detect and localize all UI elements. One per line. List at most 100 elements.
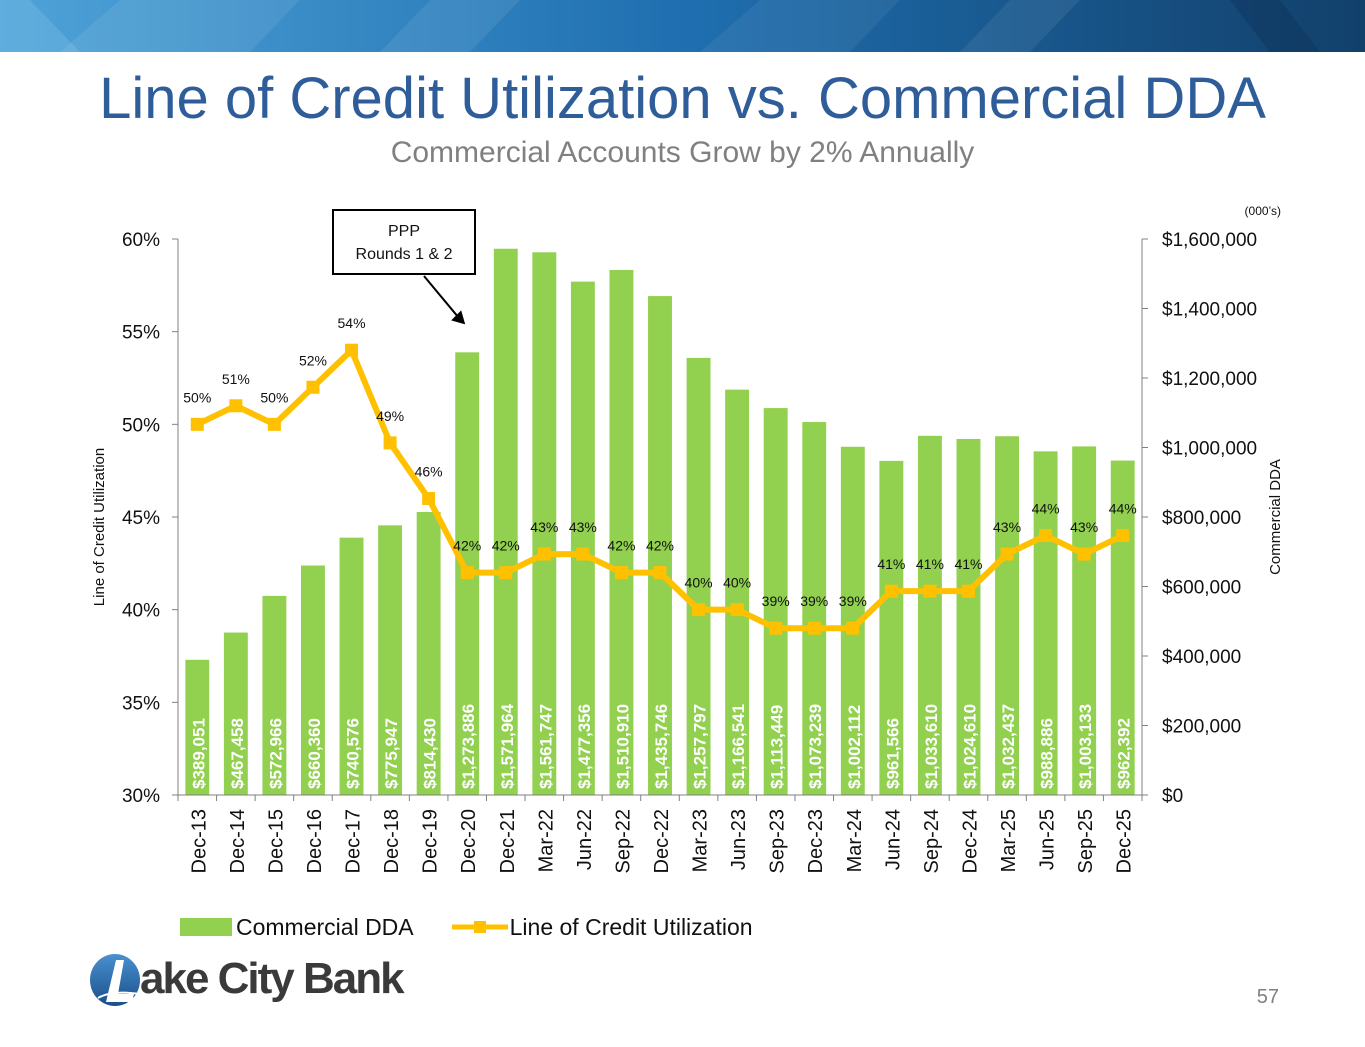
dda-bars bbox=[185, 248, 1135, 796]
dda-bar bbox=[879, 460, 904, 795]
x-tick-label: Dec-15 bbox=[265, 809, 287, 873]
utilization-label: 42% bbox=[492, 538, 520, 554]
legend-swatch-line bbox=[451, 921, 508, 933]
right-tick-label: $1,600,000 bbox=[1162, 230, 1257, 251]
x-tick-label: Dec-23 bbox=[805, 809, 827, 873]
utilization-label: 41% bbox=[916, 556, 944, 572]
x-tick-label: Sep-25 bbox=[1075, 809, 1097, 874]
dda-bar-label: $740,576 bbox=[344, 718, 363, 789]
dda-bar bbox=[1110, 460, 1135, 795]
ppp-annotation-text: PPP bbox=[388, 223, 420, 240]
ppp-annotation: PPP Rounds 1 & 2 bbox=[332, 209, 476, 325]
page-number: 57 bbox=[1256, 986, 1279, 1008]
utilization-point bbox=[460, 566, 474, 580]
legend-label-dda: Commercial DDA bbox=[236, 913, 414, 940]
x-tick-label: Mar-23 bbox=[690, 809, 712, 872]
utilization-label: 39% bbox=[762, 593, 790, 609]
header-banner bbox=[0, 0, 1365, 52]
utilization-point bbox=[383, 436, 397, 450]
dda-bar bbox=[995, 436, 1019, 795]
right-tick-label: $1,200,000 bbox=[1162, 369, 1257, 390]
dda-bar-label: $1,002,112 bbox=[845, 705, 864, 789]
dda-bar-label: $962,392 bbox=[1115, 718, 1134, 789]
utilization-point bbox=[884, 584, 898, 598]
x-tick-label: Dec-17 bbox=[343, 809, 365, 873]
x-tick-label: Jun-22 bbox=[574, 809, 596, 870]
left-tick-label: 55% bbox=[122, 323, 160, 344]
ppp-annotation-box bbox=[332, 209, 476, 275]
x-tick-label: Jun-23 bbox=[728, 809, 750, 870]
dda-bar bbox=[416, 511, 441, 795]
utilization-point bbox=[730, 603, 744, 617]
dda-bar bbox=[493, 248, 518, 796]
utilization-point bbox=[1077, 547, 1091, 561]
dda-bar bbox=[648, 296, 672, 795]
dda-bar-label: $961,566 bbox=[883, 718, 902, 789]
legend-item-dda: Commercial DDA bbox=[180, 914, 414, 941]
dda-bar-label: $1,510,910 bbox=[613, 704, 632, 789]
x-tick-label: Dec-13 bbox=[188, 809, 210, 873]
utilization-label: 39% bbox=[839, 593, 867, 609]
utilization-label: 40% bbox=[685, 575, 713, 591]
x-tick-label: Dec-19 bbox=[420, 809, 442, 873]
utilization-label: 51% bbox=[222, 371, 250, 387]
dda-bar-label: $1,024,610 bbox=[960, 704, 979, 789]
utilization-label: 43% bbox=[993, 519, 1021, 535]
x-tick-label: Dec-25 bbox=[1114, 809, 1136, 873]
x-tick-label: Dec-24 bbox=[959, 809, 981, 873]
dda-bar-label: $1,033,610 bbox=[922, 704, 941, 789]
dda-bar-label: $1,477,356 bbox=[575, 704, 594, 789]
x-tick-label: Dec-14 bbox=[227, 809, 249, 873]
dda-bar-label: $1,273,886 bbox=[459, 704, 478, 789]
utilization-label: 42% bbox=[453, 538, 481, 554]
page-subtitle: Commercial Accounts Grow by 2% Annually bbox=[390, 136, 975, 169]
utilization-point bbox=[846, 621, 860, 635]
utilization-point bbox=[961, 584, 975, 598]
utilization-point bbox=[692, 603, 706, 617]
dda-bar bbox=[840, 446, 865, 795]
utilization-point bbox=[229, 399, 243, 413]
dda-bar-label: $1,032,437 bbox=[999, 704, 1018, 789]
chart-legend: Commercial DDA Line of Credit Utilizatio… bbox=[180, 912, 791, 942]
utilization-label: 50% bbox=[260, 389, 288, 405]
bank-logo-text: ake City Bank bbox=[140, 954, 405, 1003]
x-tick-label: Jun-25 bbox=[1037, 809, 1059, 870]
bank-logo-emblem-icon bbox=[90, 954, 141, 1006]
x-tick-label: Sep-23 bbox=[767, 809, 789, 874]
ppp-annotation-text: Rounds 1 & 2 bbox=[356, 246, 453, 263]
dda-bar bbox=[1072, 446, 1097, 795]
dda-bar-label: $775,947 bbox=[382, 718, 401, 789]
dda-bar-label: $1,257,797 bbox=[691, 704, 710, 789]
utilization-label: 39% bbox=[800, 593, 828, 609]
legend-item-utilization: Line of Credit Utilization bbox=[451, 914, 753, 941]
dda-bar bbox=[301, 565, 325, 795]
dda-bar bbox=[609, 269, 634, 796]
utilization-point bbox=[807, 621, 821, 635]
left-tick-label: 30% bbox=[122, 786, 160, 807]
dda-bar bbox=[185, 659, 210, 795]
utilization-point bbox=[1039, 529, 1053, 543]
dda-bar bbox=[532, 252, 557, 796]
dda-bar bbox=[956, 438, 981, 795]
utilization-point bbox=[537, 547, 551, 561]
utilization-point bbox=[653, 566, 667, 580]
combo-chart: $389,051 $467,458 $572,966 $660,360 $740,576… bbox=[91, 204, 1284, 874]
right-tick-label: $0 bbox=[1162, 786, 1183, 807]
x-tick-label: Sep-24 bbox=[921, 809, 943, 874]
utilization-label: 41% bbox=[877, 556, 905, 572]
right-tick-label: $200,000 bbox=[1162, 717, 1241, 738]
x-tick-label: Mar-25 bbox=[998, 809, 1020, 872]
utilization-point bbox=[306, 380, 320, 394]
utilization-label: 54% bbox=[338, 315, 366, 331]
right-tick-label: $800,000 bbox=[1162, 508, 1241, 529]
utilization-label: 44% bbox=[1109, 501, 1137, 517]
page-title: Line of Credit Utilization vs. Commercia… bbox=[99, 66, 1266, 131]
bank-logo: ake City Bank bbox=[88, 950, 405, 1008]
utilization-label: 50% bbox=[183, 389, 211, 405]
utilization-point bbox=[576, 547, 590, 561]
dda-bar-label: $1,435,746 bbox=[652, 704, 671, 789]
utilization-label: 43% bbox=[1070, 519, 1098, 535]
dda-bar bbox=[223, 632, 248, 795]
utilization-point bbox=[614, 566, 628, 580]
x-tick-label: Sep-22 bbox=[612, 809, 634, 874]
